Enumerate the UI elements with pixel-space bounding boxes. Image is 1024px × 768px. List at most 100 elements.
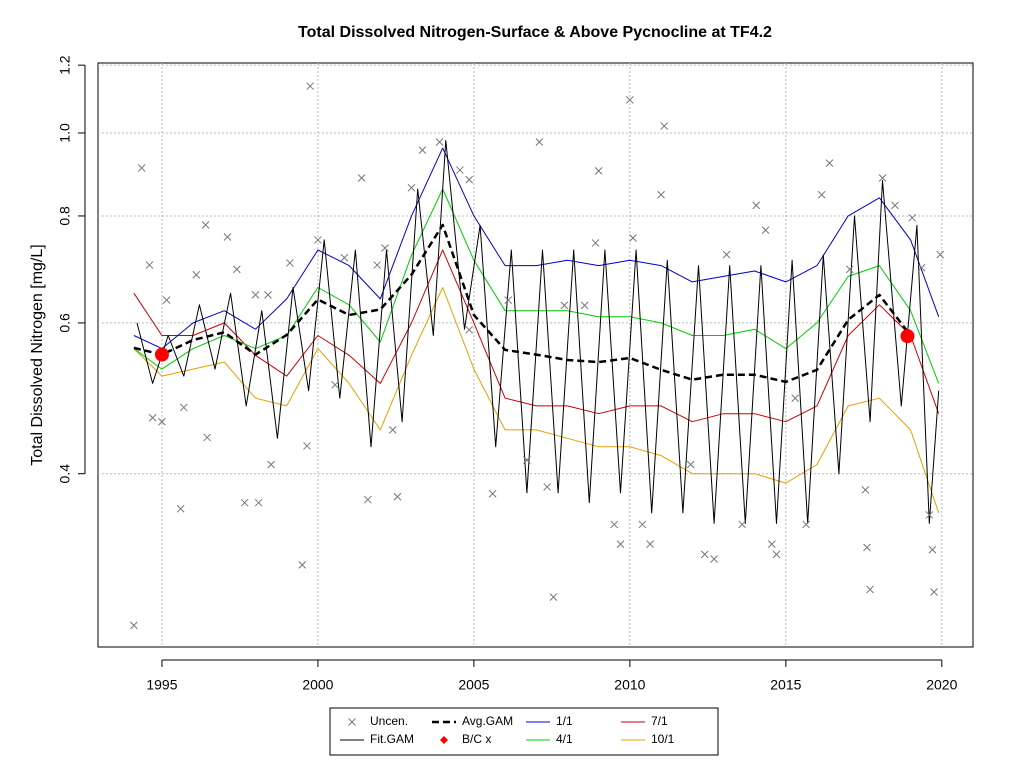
legend-label: 1/1 [556, 714, 573, 728]
point-glyph [240, 498, 249, 507]
x-tick-label: 1995 [146, 677, 177, 693]
point [657, 190, 665, 199]
point [223, 233, 232, 241]
point-glyph [594, 167, 603, 175]
point [616, 540, 625, 548]
point-glyph [543, 483, 552, 491]
point [201, 221, 210, 229]
point-glyph [936, 250, 945, 259]
legend-label: Uncen. [370, 714, 408, 728]
point [866, 585, 874, 594]
point-glyph [130, 621, 138, 630]
point-glyph [331, 380, 339, 389]
point-glyph [646, 540, 654, 548]
point-glyph [418, 146, 427, 154]
point-glyph [878, 174, 887, 182]
point [791, 394, 800, 403]
point [772, 550, 781, 559]
point-glyph [817, 190, 826, 199]
point [357, 174, 366, 182]
point-glyph [306, 82, 314, 91]
point [331, 380, 339, 389]
y-axis-label: Total Dissolved Nitrogen [mg/L] [29, 244, 46, 465]
point-glyph [203, 433, 212, 442]
point [393, 492, 402, 501]
point [203, 433, 212, 442]
point [629, 234, 637, 242]
point-glyph [802, 520, 810, 529]
point-glyph [700, 550, 709, 559]
x-tick-label: 2005 [458, 677, 489, 693]
point-glyph [560, 301, 569, 310]
point [863, 543, 871, 552]
point-glyph [825, 159, 834, 168]
point-glyph [137, 164, 146, 172]
point-glyph [657, 190, 665, 199]
legend-label: 7/1 [651, 714, 668, 728]
x-tick-label: 2000 [302, 677, 333, 693]
point-glyph [465, 175, 474, 184]
point-glyph [145, 261, 154, 269]
point-glyph [629, 234, 637, 242]
series-line [136, 140, 940, 524]
point-glyph [407, 183, 416, 192]
point-glyph [393, 492, 402, 501]
point [845, 265, 854, 274]
point [535, 138, 544, 146]
series-line [133, 249, 940, 423]
point-glyph [686, 460, 695, 469]
plot-frame [97, 62, 974, 648]
point-glyph [267, 460, 275, 469]
point-glyph [761, 226, 770, 235]
point-glyph [535, 138, 544, 146]
point [465, 325, 474, 334]
point [825, 159, 834, 168]
point [560, 301, 569, 310]
point [936, 250, 945, 259]
point-glyph [738, 520, 747, 529]
point [373, 261, 382, 269]
point-glyph [192, 270, 201, 279]
point [638, 520, 647, 529]
legend-label: 4/1 [556, 732, 573, 746]
legend-label: B/C x [462, 732, 491, 746]
point [145, 261, 154, 269]
point [435, 138, 444, 146]
series-line [133, 287, 940, 514]
point-glyph [930, 588, 938, 596]
point-glyph [357, 174, 366, 182]
point-glyph [791, 394, 800, 403]
point-glyph [465, 325, 474, 334]
point-glyph [381, 244, 389, 252]
point-glyph [340, 253, 349, 262]
chart-title: Total Dissolved Nitrogen-Surface & Above… [298, 24, 772, 41]
point-glyph [591, 239, 600, 247]
point [388, 426, 397, 434]
point-glyph [223, 233, 232, 241]
x-tick-label: 2015 [770, 677, 801, 693]
y-tick-label: 0.8 [57, 206, 73, 226]
point-glyph [504, 296, 513, 304]
point [298, 561, 307, 569]
legend-label: 10/1 [651, 732, 675, 746]
point [148, 413, 157, 422]
point-glyph [176, 504, 185, 513]
point [192, 270, 201, 279]
point [456, 166, 464, 174]
point [752, 201, 761, 210]
point-glyph [861, 486, 870, 494]
point [580, 301, 589, 310]
point [407, 183, 416, 192]
point [925, 511, 934, 519]
point [594, 167, 603, 175]
point [930, 588, 938, 596]
point [928, 545, 937, 554]
point [626, 96, 634, 104]
point-glyph [348, 718, 356, 726]
point [285, 259, 294, 267]
point [802, 520, 810, 529]
point-glyph [722, 250, 731, 259]
point [917, 263, 926, 272]
legend-symbol [348, 718, 356, 726]
